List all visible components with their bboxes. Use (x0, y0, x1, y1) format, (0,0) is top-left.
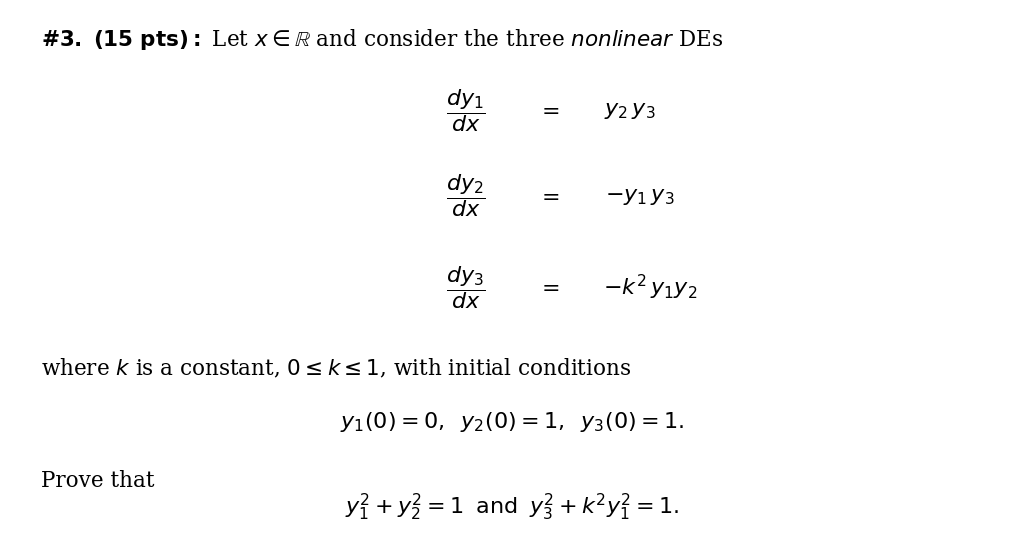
Text: $\mathbf{\#3.}$ $\mathbf{(15\ pts):}$ Let $x \in \mathbb{R}$ and consider the th: $\mathbf{\#3.}$ $\mathbf{(15\ pts):}$ Le… (41, 27, 724, 52)
Text: $\dfrac{dy_2}{dx}$: $\dfrac{dy_2}{dx}$ (446, 172, 485, 220)
Text: where $k$ is a constant, $0 \leq k \leq 1$, with initial conditions: where $k$ is a constant, $0 \leq k \leq … (41, 357, 631, 380)
Text: $\dfrac{dy_3}{dx}$: $\dfrac{dy_3}{dx}$ (446, 264, 485, 311)
Text: $-y_1\, y_3$: $-y_1\, y_3$ (605, 185, 675, 207)
Text: Prove that: Prove that (41, 470, 155, 492)
Text: $=$: $=$ (537, 277, 559, 298)
Text: $y_1^2 + y_2^2 = 1 \;\; \text{and} \;\; y_3^2 + k^2 y_1^2 = 1.$: $y_1^2 + y_2^2 = 1 \;\; \text{and} \;\; … (345, 492, 679, 523)
Text: $y_1(0) = 0, \;\; y_2(0) = 1, \;\; y_3(0) = 1.$: $y_1(0) = 0, \;\; y_2(0) = 1, \;\; y_3(0… (340, 410, 684, 433)
Text: $=$: $=$ (537, 99, 559, 121)
Text: $y_2\, y_3$: $y_2\, y_3$ (604, 99, 655, 121)
Text: $=$: $=$ (537, 185, 559, 207)
Text: $\dfrac{dy_1}{dx}$: $\dfrac{dy_1}{dx}$ (446, 86, 485, 134)
Text: $-k^2\, y_1 y_2$: $-k^2\, y_1 y_2$ (603, 273, 697, 302)
